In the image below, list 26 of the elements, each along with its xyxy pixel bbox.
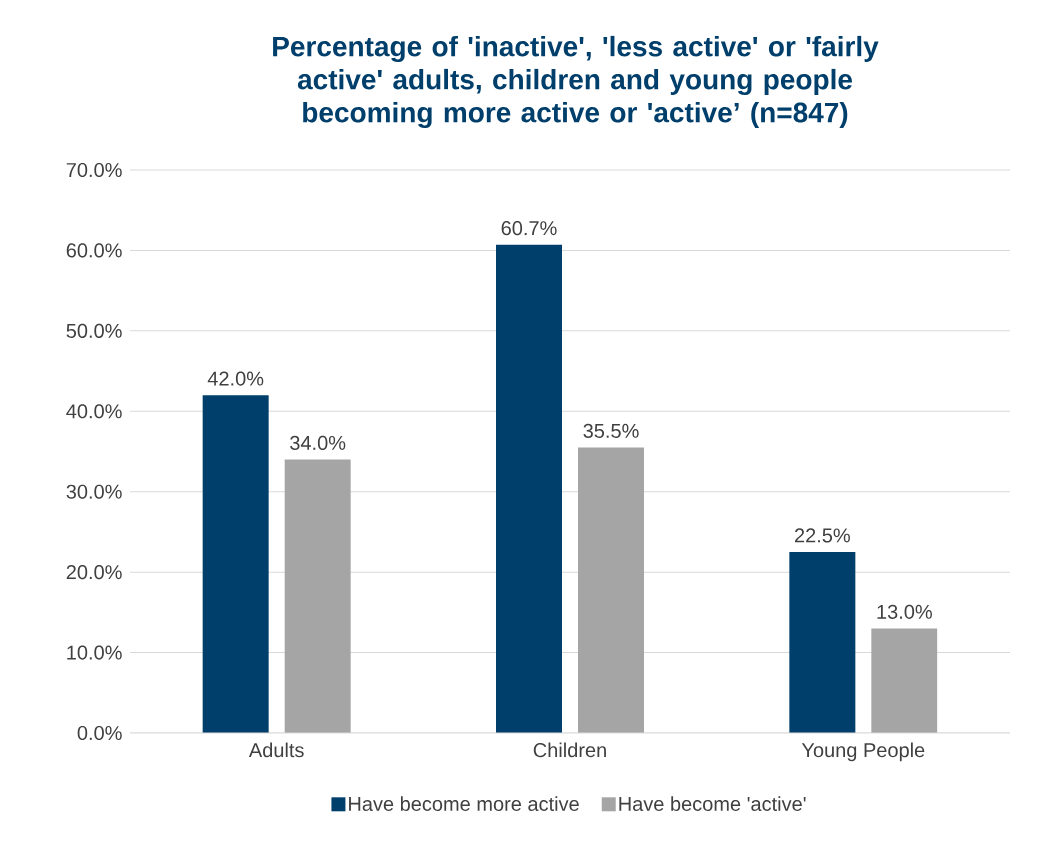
data-label: 22.5% <box>794 528 850 543</box>
data-label: 42.0% <box>207 371 264 386</box>
y-tick-label: 50.0% <box>66 323 122 338</box>
x-tick-label: Young People <box>801 742 925 762</box>
x-tick-label: Children <box>533 742 606 758</box>
bar <box>284 459 351 733</box>
y-tick-label: 70.0% <box>66 162 122 178</box>
y-tick-label: 60.0% <box>66 243 122 258</box>
y-tick-label: 20.0% <box>66 565 122 580</box>
x-tick-label: Adults <box>248 742 304 758</box>
y-tick-label: 30.0% <box>66 484 122 499</box>
bar <box>789 552 856 733</box>
bar <box>496 244 563 733</box>
legend-label: Have become 'active' <box>619 796 806 811</box>
data-label: 35.5% <box>583 423 639 438</box>
y-tick-label: 10.0% <box>67 645 122 660</box>
legend-label: Have become more active <box>349 796 579 811</box>
data-label: 13.0% <box>877 604 932 619</box>
chart-title: Percentage of 'inactive', 'less active' or 'fairly active' adults, children and young people becoming more active or 'active’ (n=847) <box>273 35 879 129</box>
bar <box>578 447 644 733</box>
data-label: 60.7% <box>501 221 557 236</box>
data-label: 34.0% <box>290 435 346 450</box>
bar <box>871 628 938 733</box>
bar <box>202 395 269 733</box>
y-tick-label: 40.0% <box>66 404 122 419</box>
y-tick-label: 0.0% <box>77 725 122 741</box>
